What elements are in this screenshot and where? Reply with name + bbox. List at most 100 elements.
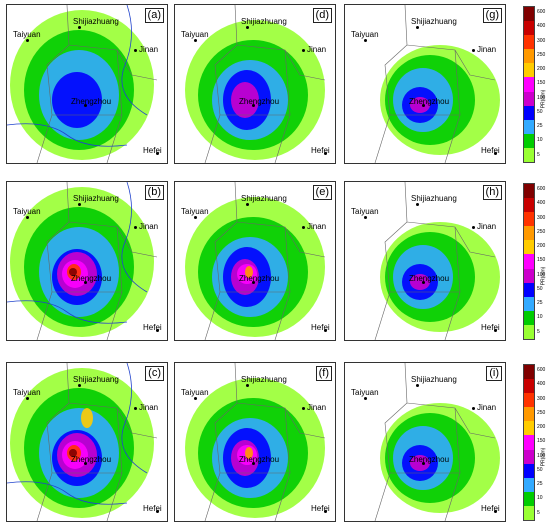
precipitation-map xyxy=(7,182,158,340)
colorbar-swatch xyxy=(524,505,534,521)
colorbar-swatch xyxy=(524,407,534,422)
panel-label: (g) xyxy=(482,8,502,23)
city-marker xyxy=(26,39,29,42)
colorbar-tick: 600 xyxy=(537,367,546,373)
colorbar-swatch xyxy=(524,477,534,492)
colorbar-top xyxy=(523,6,535,163)
city-marker xyxy=(84,104,87,107)
city-marker xyxy=(302,226,305,229)
city-label-zhengzhou: Zhengzhou xyxy=(409,97,450,106)
city-marker xyxy=(246,203,249,206)
city-label-hefei: Hefei xyxy=(481,323,500,332)
city-label-jinan: Jinan xyxy=(139,45,159,54)
colorbar-bottom xyxy=(523,364,535,521)
city-marker xyxy=(416,203,419,206)
city-label-jinan: Jinan xyxy=(307,403,327,412)
province-boundary xyxy=(204,363,326,521)
city-label-shijiazhuang: Shijiazhuang xyxy=(241,17,287,26)
colorbar-swatch xyxy=(524,393,534,408)
panel-a: (a) Taiyuan Shijiazhuang Jinan Zhengzhou Hefe… xyxy=(6,4,168,164)
colorbar-tick: 600 xyxy=(537,9,546,15)
city-marker xyxy=(78,203,81,206)
province-boundary xyxy=(36,5,158,163)
panel-label: (f) xyxy=(315,366,332,381)
city-label-hefei: Hefei xyxy=(311,323,330,332)
precipitation-map xyxy=(185,5,326,163)
colorbar-tick: 400 xyxy=(537,200,546,207)
city-marker xyxy=(494,152,497,155)
colorbar-swatch xyxy=(524,77,534,92)
city-marker xyxy=(252,281,255,284)
colorbar-swatch xyxy=(524,198,534,213)
city-label-taiyuan: Taiyuan xyxy=(13,388,41,397)
colorbar-tick: 400 xyxy=(537,23,546,30)
precip-region xyxy=(231,82,259,118)
colorbar-swatch xyxy=(524,147,534,163)
colorbar-swatch xyxy=(524,324,534,340)
colorbar-swatch xyxy=(524,310,534,325)
city-label-shijiazhuang: Shijiazhuang xyxy=(241,375,287,384)
panel-e: (e) Taiyuan Shijiazhuang Jinan Zhengzhou Hefe… xyxy=(174,181,336,341)
colorbar-tick: 100 xyxy=(537,452,546,459)
colorbar-tick: 25 xyxy=(537,300,543,307)
city-label-taiyuan: Taiyuan xyxy=(351,388,379,397)
colorbar-swatch xyxy=(524,35,534,50)
city-label-shijiazhuang: Shijiazhuang xyxy=(73,375,119,384)
city-label-hefei: Hefei xyxy=(311,146,330,155)
city-label-zhengzhou: Zhengzhou xyxy=(71,97,112,106)
colorbar-tick: 5 xyxy=(537,509,540,516)
precip-region xyxy=(410,97,430,113)
city-label-shijiazhuang: Shijiazhuang xyxy=(73,194,119,203)
province-boundary xyxy=(36,182,158,340)
panel-label: (i) xyxy=(486,366,502,381)
precipitation-map xyxy=(7,5,158,163)
city-marker xyxy=(156,152,159,155)
colorbar-tick: 25 xyxy=(537,481,543,488)
colorbar-swatch xyxy=(524,379,534,394)
city-marker xyxy=(252,104,255,107)
city-marker xyxy=(134,226,137,229)
colorbar-tick: 150 xyxy=(537,80,546,87)
colorbar-swatch xyxy=(524,365,534,380)
city-label-hefei: Hefei xyxy=(311,504,330,513)
precip-region xyxy=(69,449,77,457)
city-marker xyxy=(364,216,367,219)
precip-region xyxy=(410,274,430,290)
city-marker xyxy=(422,104,425,107)
city-label-hefei: Hefei xyxy=(143,504,162,513)
city-marker xyxy=(494,510,497,513)
panel-label: (b) xyxy=(144,185,164,200)
city-marker xyxy=(194,39,197,42)
city-marker xyxy=(194,216,197,219)
city-label-zhengzhou: Zhengzhou xyxy=(239,274,280,283)
colorbar-swatch xyxy=(524,240,534,255)
province-boundary xyxy=(374,182,496,340)
colorbar-swatch xyxy=(524,21,534,36)
colorbar-swatch xyxy=(524,212,534,227)
city-marker xyxy=(472,407,475,410)
colorbar-tick: 300 xyxy=(537,395,546,402)
city-label-jinan: Jinan xyxy=(139,222,159,231)
colorbar-swatch xyxy=(524,133,534,148)
colorbar-tick: 150 xyxy=(537,257,546,264)
city-marker xyxy=(134,407,137,410)
city-marker xyxy=(84,281,87,284)
city-marker xyxy=(252,462,255,465)
city-label-taiyuan: Taiyuan xyxy=(13,207,41,216)
colorbar-tick: 600 xyxy=(537,186,546,192)
city-label-taiyuan: Taiyuan xyxy=(351,207,379,216)
colorbar-tick: 100 xyxy=(537,271,546,278)
city-marker xyxy=(422,462,425,465)
city-label-hefei: Hefei xyxy=(143,146,162,155)
panel-d: (d) Taiyuan Shijiazhuang Jinan Zhengzhou Hefe… xyxy=(174,4,336,164)
city-marker xyxy=(472,49,475,52)
colorbar-swatch xyxy=(524,491,534,506)
city-label-jinan: Jinan xyxy=(139,403,159,412)
city-label-zhengzhou: Zhengzhou xyxy=(239,97,280,106)
panel-f: (f) Taiyuan Shijiazhuang Jinan Zhengzhou Hefe… xyxy=(174,362,336,522)
colorbar-tick: 10 xyxy=(537,314,543,321)
precip-region xyxy=(52,72,102,128)
city-marker xyxy=(302,49,305,52)
colorbar-swatch xyxy=(524,268,534,283)
province-boundary xyxy=(204,182,326,340)
